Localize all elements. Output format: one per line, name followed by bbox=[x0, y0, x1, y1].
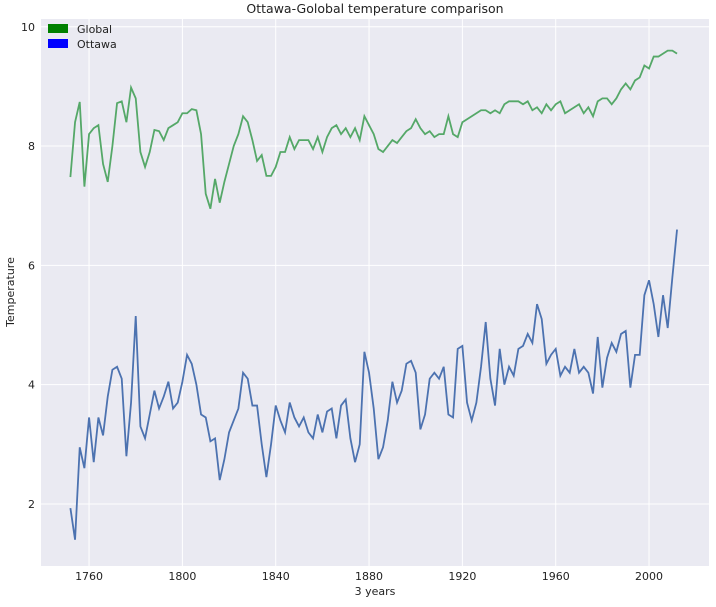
series-line bbox=[69, 229, 678, 540]
legend-label: Global bbox=[77, 23, 112, 36]
legend-swatch bbox=[48, 39, 68, 48]
x-tick-label: 1920 bbox=[448, 570, 476, 583]
x-tick-label: 1800 bbox=[168, 570, 196, 583]
x-tick-label: 1960 bbox=[542, 570, 570, 583]
x-tick-label: 2000 bbox=[635, 570, 663, 583]
series-line bbox=[69, 49, 678, 209]
legend-swatch bbox=[48, 24, 68, 33]
y-axis-label: Temperature bbox=[4, 257, 17, 328]
y-tick-label: 10 bbox=[21, 21, 35, 34]
chart-title: Ottawa-Golobal temperature comparison bbox=[246, 1, 503, 16]
legend-label: Ottawa bbox=[77, 38, 117, 51]
x-tick-label: 1760 bbox=[75, 570, 103, 583]
plot-area bbox=[41, 19, 709, 566]
y-tick-label: 4 bbox=[28, 379, 35, 392]
x-tick-label: 1840 bbox=[262, 570, 290, 583]
y-tick-label: 2 bbox=[28, 498, 35, 511]
x-tick-label: 1880 bbox=[355, 570, 383, 583]
x-axis-label: 3 years bbox=[355, 585, 396, 598]
y-tick-label: 6 bbox=[28, 259, 35, 272]
y-tick-label: 8 bbox=[28, 140, 35, 153]
